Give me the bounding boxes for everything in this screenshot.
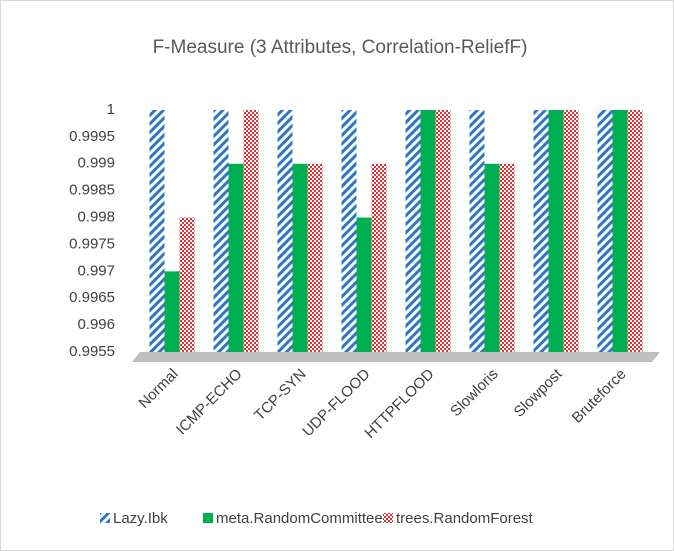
- y-tick-label: 0.9985: [69, 182, 115, 199]
- bar: [164, 271, 180, 352]
- bar: [149, 110, 165, 352]
- legend-marker: [383, 513, 393, 523]
- bar: [405, 110, 421, 352]
- bar: [341, 110, 357, 352]
- bar: [371, 163, 387, 352]
- y-tick-label: 0.9995: [69, 128, 115, 145]
- legend-label: trees.RandomForest: [396, 510, 534, 527]
- chart-title: F-Measure (3 Attributes, Correlation-Rel…: [153, 37, 528, 58]
- bar: [548, 110, 564, 352]
- bar: [243, 110, 259, 352]
- bar: [292, 163, 308, 352]
- bar: [420, 110, 436, 352]
- y-tick-label: 0.996: [77, 316, 115, 333]
- bar: [612, 110, 628, 352]
- bar: [435, 110, 451, 352]
- bar: [228, 163, 244, 352]
- bar: [179, 217, 195, 352]
- y-tick-label: 0.9955: [69, 343, 115, 360]
- y-tick-label: 0.999: [77, 155, 115, 172]
- legend-label: meta.RandomCommittee: [216, 510, 383, 527]
- bar: [597, 110, 613, 352]
- bar: [533, 110, 549, 352]
- y-tick-label: 0.9965: [69, 289, 115, 306]
- legend-marker: [100, 513, 110, 523]
- bar: [563, 110, 579, 352]
- bar: [213, 110, 229, 352]
- y-tick-label: 0.9975: [69, 235, 115, 252]
- bar: [627, 110, 643, 352]
- floor: [132, 352, 660, 362]
- bar: [277, 110, 293, 352]
- bar: [499, 163, 515, 352]
- bar: [484, 163, 500, 352]
- y-tick-label: 1: [107, 101, 115, 118]
- bar: [356, 217, 372, 352]
- legend-label: Lazy.Ibk: [113, 510, 168, 527]
- bar: [469, 110, 485, 352]
- bar: [307, 163, 323, 352]
- y-tick-label: 0.997: [77, 262, 115, 279]
- y-tick-label: 0.998: [77, 209, 115, 226]
- legend-marker: [203, 513, 213, 523]
